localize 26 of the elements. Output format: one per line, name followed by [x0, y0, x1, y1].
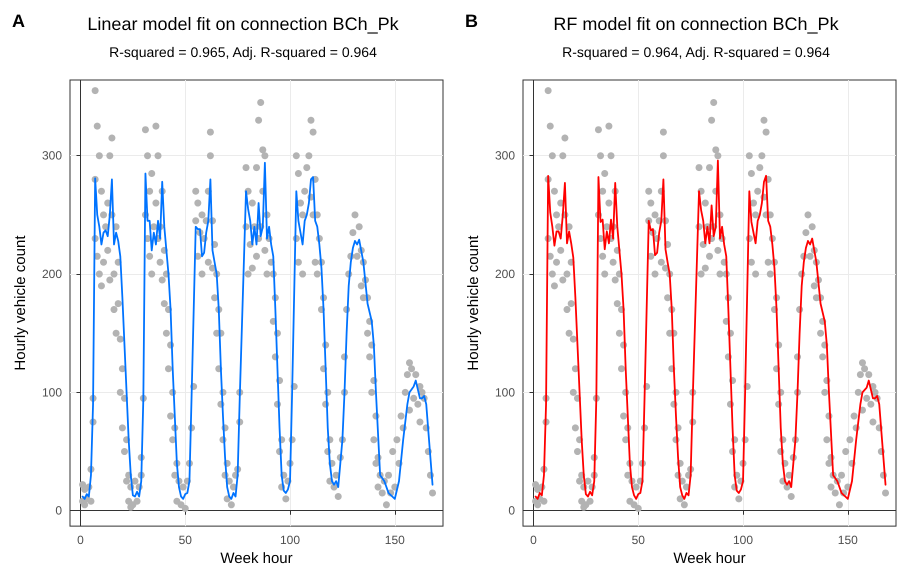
- y-tick-label: 0: [55, 504, 62, 518]
- x-tick-label: 50: [178, 533, 192, 548]
- y-tick-label: 200: [42, 267, 62, 282]
- chart-title: RF model fit on connection BCh_Pk: [553, 14, 840, 34]
- x-tick-label: 150: [838, 533, 858, 548]
- chart-title: Linear model fit on connection BCh_Pk: [87, 14, 400, 34]
- y-tick-label: 100: [42, 385, 62, 400]
- x-tick-label: 100: [280, 533, 300, 548]
- y-tick-label: 0: [508, 504, 516, 518]
- y-axis-title: Hourly vehicle count: [12, 234, 29, 371]
- x-axis-title: Week hour: [673, 550, 746, 567]
- x-tick-label: 50: [632, 533, 646, 548]
- y-tick-label: 200: [494, 267, 516, 282]
- y-axis-title: Hourly vehicle count: [465, 234, 482, 371]
- chart-subtitle: R-squared = 0.964, Adj. R-squared = 0.964: [562, 44, 830, 60]
- y-tick-label: 100: [494, 385, 516, 400]
- x-tick-label: 0: [77, 533, 84, 548]
- y-tick-label: 300: [42, 148, 62, 163]
- x-tick-label: 150: [384, 533, 406, 548]
- y-tick-label: 300: [494, 148, 516, 163]
- text: B: [465, 11, 478, 31]
- x-tick-label: 100: [733, 533, 754, 548]
- text: A: [12, 11, 25, 31]
- x-axis-title: Week hour: [220, 550, 293, 567]
- x-tick-label: 0: [530, 533, 538, 548]
- chart-subtitle: R-squared = 0.965, Adj. R-squared = 0.964: [109, 44, 378, 60]
